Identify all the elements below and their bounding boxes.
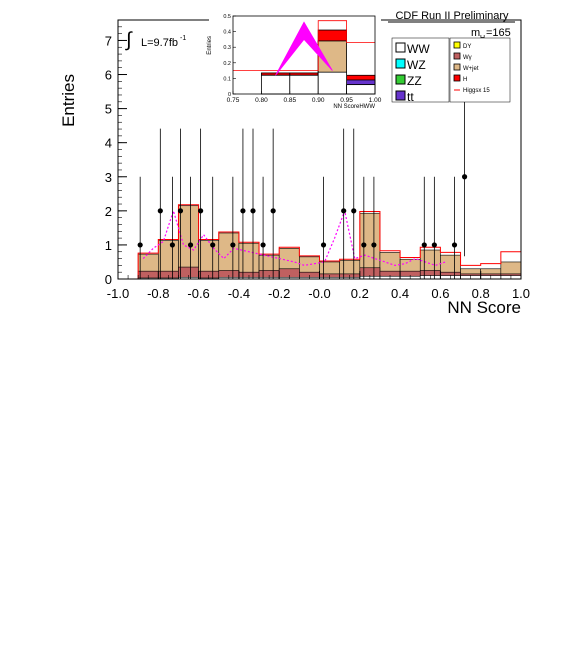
y-axis-label: Entries (59, 74, 78, 127)
x-tick-label: -1.0 (107, 286, 129, 301)
data-point (371, 242, 377, 248)
inset-y-tick-label: 0.2 (223, 61, 231, 67)
mass-label-main: m (471, 27, 480, 39)
legend-swatch (453, 41, 461, 49)
inset-y-axis-label: Entries (207, 36, 213, 55)
legend-label: W+jet (463, 66, 479, 72)
x-tick-label: -0.2 (268, 286, 290, 301)
x-tick-label: -0.4 (228, 286, 250, 301)
data-point (177, 208, 184, 214)
legend-swatch (395, 74, 406, 85)
legend-label: WZ (407, 58, 426, 72)
inset-x-tick-label: 0.75 (227, 97, 240, 104)
x-tick-label: -0.0 (308, 286, 330, 301)
data-point (421, 242, 427, 248)
data-point (157, 208, 163, 214)
inset-y-tick-label: 0.1 (223, 76, 231, 82)
mass-label-value: =165 (486, 27, 511, 39)
data-point (341, 208, 347, 214)
data-point (169, 242, 176, 248)
data-point (137, 242, 143, 248)
data-point (187, 242, 194, 248)
x-tick-label: -0.8 (147, 286, 169, 301)
data-point (320, 242, 327, 248)
data-point (230, 242, 236, 248)
luminosity-label: L=9.7fb (141, 37, 178, 49)
inset-x-axis-label: NN ScoreHWW (333, 104, 375, 110)
x-tick-label: 0.6 (431, 286, 449, 301)
x-tick-label: 1.0 (512, 286, 530, 301)
data-point (270, 208, 276, 214)
inset-ticks: 0.75 0.80 0.85 0.90 0.95 1.00 0 0.1 0.2 0.3 0.4 0.5 (223, 14, 381, 104)
legend-label: ZZ (407, 74, 422, 88)
y-tick-label: 5 (105, 102, 112, 117)
inset-stack-bar-ww (346, 84, 376, 95)
legend-swatch (395, 42, 406, 53)
data-point (451, 242, 458, 248)
inset-x-tick-label: 0.90 (312, 97, 325, 104)
legend: WW WZ ZZ tt DY Wγ W+jet H Higgsx 15 (391, 37, 511, 104)
legend-label: WW (407, 42, 430, 56)
inset-marks (233, 20, 376, 95)
data-point (361, 242, 367, 248)
inset-x-tick-label: 1.00 (369, 97, 382, 104)
inset-stack-bar-ww (289, 74, 319, 95)
x-tick-label: 0.4 (391, 286, 409, 301)
y-tick-label: 3 (105, 170, 112, 185)
legend-label: Wγ (463, 55, 472, 61)
axis-ticks: -1.0 -0.8 -0.6 -0.4 -0.2 -0.0 0.2 0.4 0.6 0.8 1.00… (105, 26, 530, 301)
y-tick-label: 7 (105, 33, 112, 48)
y-tick-label: 4 (105, 136, 112, 151)
inset-stack-bar-ww (317, 71, 348, 95)
x-tick-label: 0.8 (472, 286, 490, 301)
data-point (240, 208, 246, 214)
data-point (260, 242, 266, 248)
inset-y-tick-label: 0.4 (223, 30, 231, 36)
inset-uncertainty-band (275, 21, 333, 76)
x-tick-label: -0.6 (187, 286, 209, 301)
inset-frame (232, 15, 376, 95)
data-point (210, 242, 216, 248)
inset-stack-bar-ww (260, 74, 291, 95)
legend-swatch (395, 90, 406, 101)
inset-x-tick-label: 0.85 (283, 97, 296, 104)
y-tick-label: 0 (105, 272, 112, 287)
y-tick-label: 1 (105, 238, 112, 253)
chart-title: CDF Run II Preliminary (395, 10, 509, 22)
integral-sign: ∫ (125, 29, 133, 51)
legend-label: Higgsx 15 (463, 88, 490, 94)
inset-x-tick-label: 0.80 (255, 97, 268, 104)
legend-label: H (463, 77, 467, 83)
inset-y-tick-label: 0.3 (223, 45, 231, 51)
inset-y-tick-label: 0.5 (223, 14, 231, 20)
legend-swatch (453, 74, 461, 82)
luminosity-exponent: -1 (180, 35, 186, 42)
x-tick-label: 0.2 (351, 286, 369, 301)
inset-chart: 0.75 0.80 0.85 0.90 0.95 1.00 0 0.1 0.2 0.3 0.4 0.5… (207, 10, 382, 110)
data-point (198, 208, 204, 214)
higgs-signal-line (118, 204, 521, 280)
data-point (351, 208, 357, 214)
legend-swatch (453, 63, 461, 71)
y-tick-label: 2 (105, 204, 112, 219)
data-point (461, 174, 468, 180)
data-point (431, 242, 437, 248)
data-point (250, 208, 256, 214)
x-axis-label: NN Score (447, 298, 521, 317)
legend-swatch (395, 58, 406, 69)
inset-y-tick-label: 0 (228, 92, 231, 98)
y-tick-label: 6 (105, 68, 112, 83)
legend-swatch (453, 52, 461, 60)
inset-x-tick-label: 0.95 (340, 97, 353, 104)
legend-label: DY (463, 44, 471, 50)
luminosity-annotation: ∫ L=9.7fb -1 (125, 29, 186, 51)
legend-label: tt (407, 90, 414, 104)
